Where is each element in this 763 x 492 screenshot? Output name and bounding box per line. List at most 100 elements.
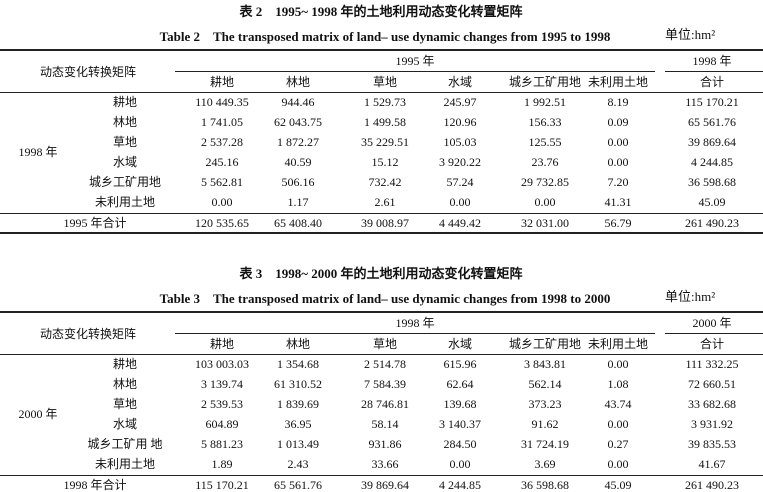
total-cell: 39 869.64: [361, 478, 409, 492]
column-header: 城乡工矿用地: [508, 75, 582, 89]
table-title-en: Table 2 The transposed matrix of land– u…: [159, 29, 611, 44]
cell: 2.61: [374, 195, 396, 209]
row-label: 耕地: [112, 357, 138, 371]
cell: 931.86: [368, 437, 402, 451]
cell: 91.62: [531, 417, 559, 431]
rule: [0, 213, 763, 214]
cell: 105.03: [443, 135, 477, 149]
cell: 61 310.52: [274, 377, 322, 391]
cell: 5 562.81: [201, 175, 243, 189]
cell: 1 872.27: [277, 135, 319, 149]
cell: 0.00: [449, 457, 471, 471]
cell: 1 992.51: [524, 95, 566, 109]
cell: 40.59: [284, 155, 312, 169]
cell: 3 920.22: [439, 155, 481, 169]
column-header: 草地: [372, 75, 398, 89]
cell: 0.09: [607, 115, 629, 129]
cell: 43.74: [604, 397, 632, 411]
cell: 0.00: [607, 417, 629, 431]
row-label: 草地: [112, 397, 138, 411]
cell: 373.23: [528, 397, 562, 411]
cell: 5 881.23: [201, 437, 243, 451]
cell: 0.00: [534, 195, 556, 209]
cell: 3 140.37: [439, 417, 481, 431]
cell: 1 013.49: [277, 437, 319, 451]
cell: 23.76: [531, 155, 559, 169]
cell: 615.96: [443, 357, 477, 371]
total-cell: 32 031.00: [521, 216, 569, 230]
column-header: 林地: [285, 75, 311, 89]
column-group: 1995 年: [395, 54, 435, 68]
cell: 33 682.68: [688, 397, 736, 411]
column-header: 水域: [447, 337, 473, 351]
cell: 156.33: [528, 115, 562, 129]
cell: 28 746.81: [361, 397, 409, 411]
cell: 245.16: [205, 155, 239, 169]
rule: [0, 354, 763, 355]
cell: 0.00: [607, 155, 629, 169]
rule: [0, 475, 763, 476]
total-column-bottom: 合计: [699, 337, 725, 351]
cell: 103 003.03: [195, 357, 249, 371]
cell: 3 843.81: [524, 357, 566, 371]
rule: [665, 333, 763, 334]
cell: 1 839.69: [277, 397, 319, 411]
cell: 0.00: [211, 195, 233, 209]
cell: 110 449.35: [195, 95, 249, 109]
column-group: 1998 年: [395, 316, 435, 330]
cell: 1.17: [287, 195, 309, 209]
row-group: 2000 年: [18, 407, 58, 421]
cell: 1.08: [607, 377, 629, 391]
cell: 0.00: [607, 457, 629, 471]
rule: [175, 71, 655, 72]
total-cell: 261 490.23: [685, 478, 739, 492]
cell: 8.19: [607, 95, 629, 109]
row-label: 水域: [112, 155, 138, 169]
total-cell: 261 490.23: [685, 216, 739, 230]
cell: 41.31: [604, 195, 632, 209]
cell: 2 537.28: [201, 135, 243, 149]
cell: 1 354.68: [277, 357, 319, 371]
corner-header: 动态变化转换矩阵: [39, 327, 137, 341]
cell: 944.46: [281, 95, 315, 109]
table-title-en: Table 3 The transposed matrix of land– u…: [159, 291, 611, 306]
cell: 45.09: [698, 195, 726, 209]
rule: [0, 232, 763, 234]
cell: 57.24: [446, 175, 474, 189]
row-label: 水域: [112, 417, 138, 431]
column-header: 林地: [285, 337, 311, 351]
cell: 562.14: [528, 377, 562, 391]
cell: 284.50: [443, 437, 477, 451]
cell: 7 584.39: [364, 377, 406, 391]
unit: 单位:hm²: [665, 289, 716, 304]
cell: 2.43: [287, 457, 309, 471]
cell: 120.96: [443, 115, 477, 129]
cell: 2 539.53: [201, 397, 243, 411]
cell: 604.89: [205, 417, 239, 431]
rule: [665, 71, 763, 72]
total-cell: 4 244.85: [439, 478, 481, 492]
total-row-label: 1998 年合计: [63, 478, 127, 492]
cell: 506.16: [281, 175, 315, 189]
cell: 245.97: [443, 95, 477, 109]
column-header: 草地: [372, 337, 398, 351]
cell: 1 741.05: [201, 115, 243, 129]
cell: 41.67: [698, 457, 726, 471]
table-title-cn: 表 3 1998~ 2000 年的土地利用动态变化转置矩阵: [239, 266, 523, 281]
rule: [0, 92, 763, 93]
total-cell: 4 449.42: [439, 216, 481, 230]
column-header: 城乡工矿用地: [508, 337, 582, 351]
cell: 3 931.92: [691, 417, 733, 431]
cell: 111 332.25: [685, 357, 739, 371]
cell: 35 229.51: [361, 135, 409, 149]
column-header: 未利用土地: [587, 337, 649, 351]
cell: 3 139.74: [201, 377, 243, 391]
rule: [175, 333, 655, 334]
rule: [0, 49, 763, 51]
row-label: 林地: [112, 115, 138, 129]
total-row-label: 1995 年合计: [63, 216, 127, 230]
total-cell: 115 170.21: [195, 478, 249, 492]
cell: 4 244.85: [691, 155, 733, 169]
cell: 31 724.19: [521, 437, 569, 451]
row-label: 未利用土地: [94, 195, 156, 209]
